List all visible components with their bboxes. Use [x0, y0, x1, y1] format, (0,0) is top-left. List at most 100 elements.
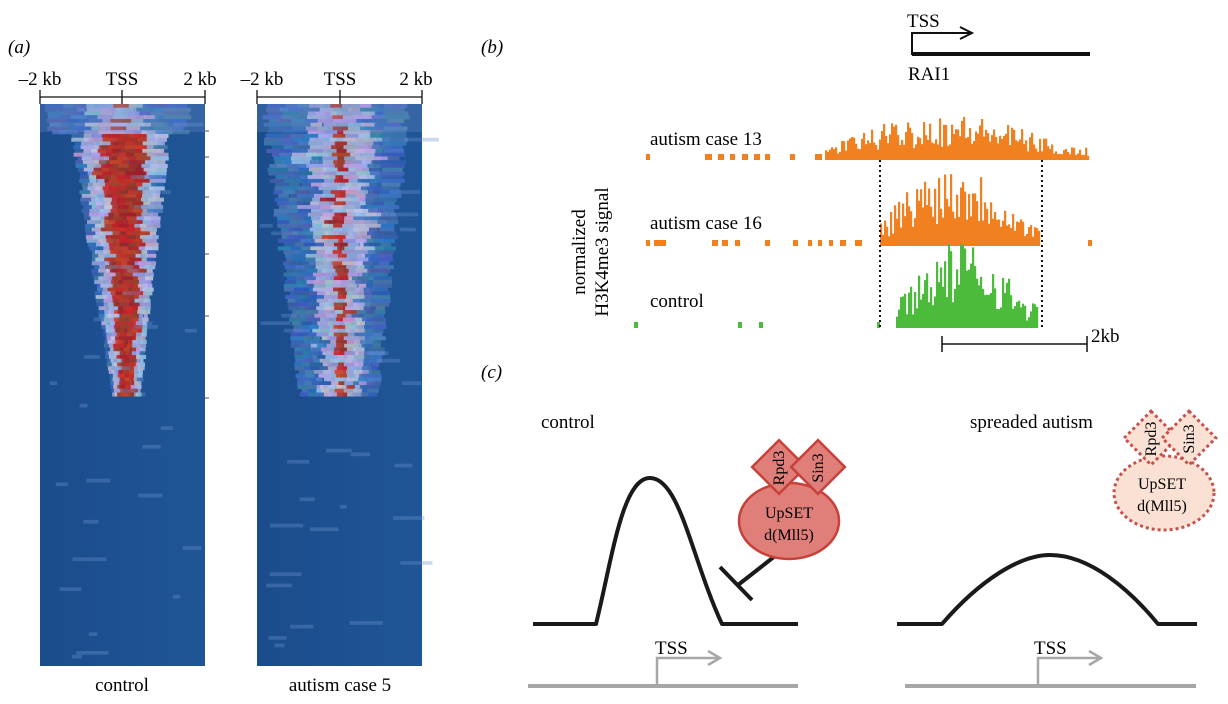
heatmap-cell — [335, 321, 351, 326]
track-signal-bar — [977, 133, 980, 160]
heatmap-cell — [116, 343, 123, 348]
heatmap-cell — [382, 152, 406, 157]
heatmap-cell — [105, 231, 120, 236]
track-signal-bar — [894, 205, 897, 246]
heatmap-cell — [107, 145, 125, 150]
heatmap-cell — [343, 163, 368, 168]
heatmap-cell — [332, 227, 353, 232]
heatmap-cell — [116, 358, 125, 363]
heatmap-cell — [364, 328, 375, 333]
heatmap-cell — [349, 118, 363, 124]
heatmap-cell — [138, 295, 146, 300]
heatmap-cell — [122, 362, 126, 367]
track-signal-bar — [932, 305, 935, 328]
heatmap-cell — [115, 347, 124, 352]
heatmap-cell — [121, 366, 127, 371]
track-signal-bar — [835, 147, 838, 160]
track-signal-bar — [1016, 301, 1019, 328]
heatmap-cell — [377, 253, 393, 258]
track-signal-bar — [875, 144, 878, 160]
heatmap-cell — [347, 242, 360, 247]
heatmap-cell — [312, 223, 329, 228]
heatmap-cell — [304, 276, 321, 281]
heatmap-cell — [297, 381, 312, 386]
heatmap-cell — [113, 246, 127, 251]
heatmap-cell — [349, 197, 360, 202]
heatmap-cell — [95, 257, 109, 262]
heatmap-cell — [138, 381, 142, 386]
heatmap-cell — [293, 137, 314, 142]
heatmap-cell — [112, 216, 125, 221]
heatmap-cell — [113, 388, 120, 393]
heatmap-cell — [360, 126, 379, 131]
heatmap-cell — [168, 118, 187, 124]
gene-tss-label: TSS — [907, 11, 940, 32]
heatmap-cell — [90, 190, 99, 195]
heatmap-cell — [91, 261, 101, 266]
track-signal-bar — [1025, 140, 1028, 160]
heatmap-cell — [120, 313, 125, 318]
heatmap-cell — [385, 145, 403, 150]
heatmap-cell — [101, 167, 116, 172]
heatmap-cell — [132, 340, 139, 345]
heatmap-cell — [330, 340, 338, 345]
track-signal-bar — [993, 129, 996, 160]
heatmap-cell — [145, 253, 157, 258]
track-signal-bar — [958, 216, 961, 246]
track-signal-bar — [1020, 307, 1023, 328]
heatmap-cell — [297, 197, 318, 202]
heatmap-cell — [316, 298, 331, 303]
heatmap-cell — [107, 257, 121, 262]
track-signal-bar — [954, 218, 957, 246]
heatmap-cell — [105, 227, 120, 232]
heatmap-cell — [330, 190, 355, 195]
heatmap-cell — [297, 283, 310, 288]
track-signal-bar — [968, 269, 971, 328]
heatmap-cell — [100, 152, 115, 157]
heatmap-cell — [290, 336, 309, 341]
heatmap-cell — [142, 325, 148, 330]
heatmap-cell — [120, 186, 131, 191]
heatmap-cell — [134, 178, 149, 183]
heatmap-cell — [365, 193, 391, 198]
track-signal-bar — [922, 207, 925, 246]
heatmap-cell — [132, 358, 137, 363]
heatmap-cell — [373, 276, 393, 281]
heatmap-cell — [382, 137, 409, 142]
heatmap-cell — [296, 295, 313, 300]
heatmap-cell — [139, 392, 146, 397]
track-signal-bar — [829, 149, 832, 160]
heatmap-cell — [335, 257, 350, 262]
track-signal-bar — [1029, 137, 1032, 160]
heatmap-cell — [342, 111, 370, 116]
track-signal-bar — [1055, 151, 1058, 160]
track-signal-bar — [1009, 145, 1012, 160]
track-signal-bar — [963, 116, 966, 160]
heatmap-cell — [327, 287, 339, 292]
heatmap-cell — [368, 208, 387, 213]
heatmap-cell — [112, 163, 121, 168]
heatmap-cell — [77, 107, 93, 112]
heatmap-cell — [359, 107, 379, 112]
heatmap-cell — [328, 385, 342, 390]
gene-tss-arrow-icon — [959, 26, 975, 40]
heatmap-cell — [343, 388, 358, 393]
heatmap-cell — [112, 340, 118, 345]
heatmap-cell — [382, 197, 397, 202]
heatmap-cell — [343, 175, 367, 180]
heatmap-cell — [121, 160, 129, 165]
heatmap-cell — [113, 212, 124, 217]
heatmap-cell — [355, 317, 368, 322]
heatmap-cell — [297, 186, 316, 191]
heatmap-cell — [279, 205, 291, 210]
heatmap-cell — [353, 306, 370, 311]
heatmap-cell — [104, 340, 110, 345]
heatmap-cell — [118, 370, 124, 375]
heatmap-cell — [346, 291, 359, 296]
track-sparse-signal — [818, 240, 822, 246]
heatmap-cell — [382, 111, 409, 116]
heatmap-cell — [305, 370, 317, 375]
heatmap-cell — [116, 381, 122, 386]
heatmap-cell — [265, 583, 292, 588]
heatmap-cell — [139, 223, 154, 228]
